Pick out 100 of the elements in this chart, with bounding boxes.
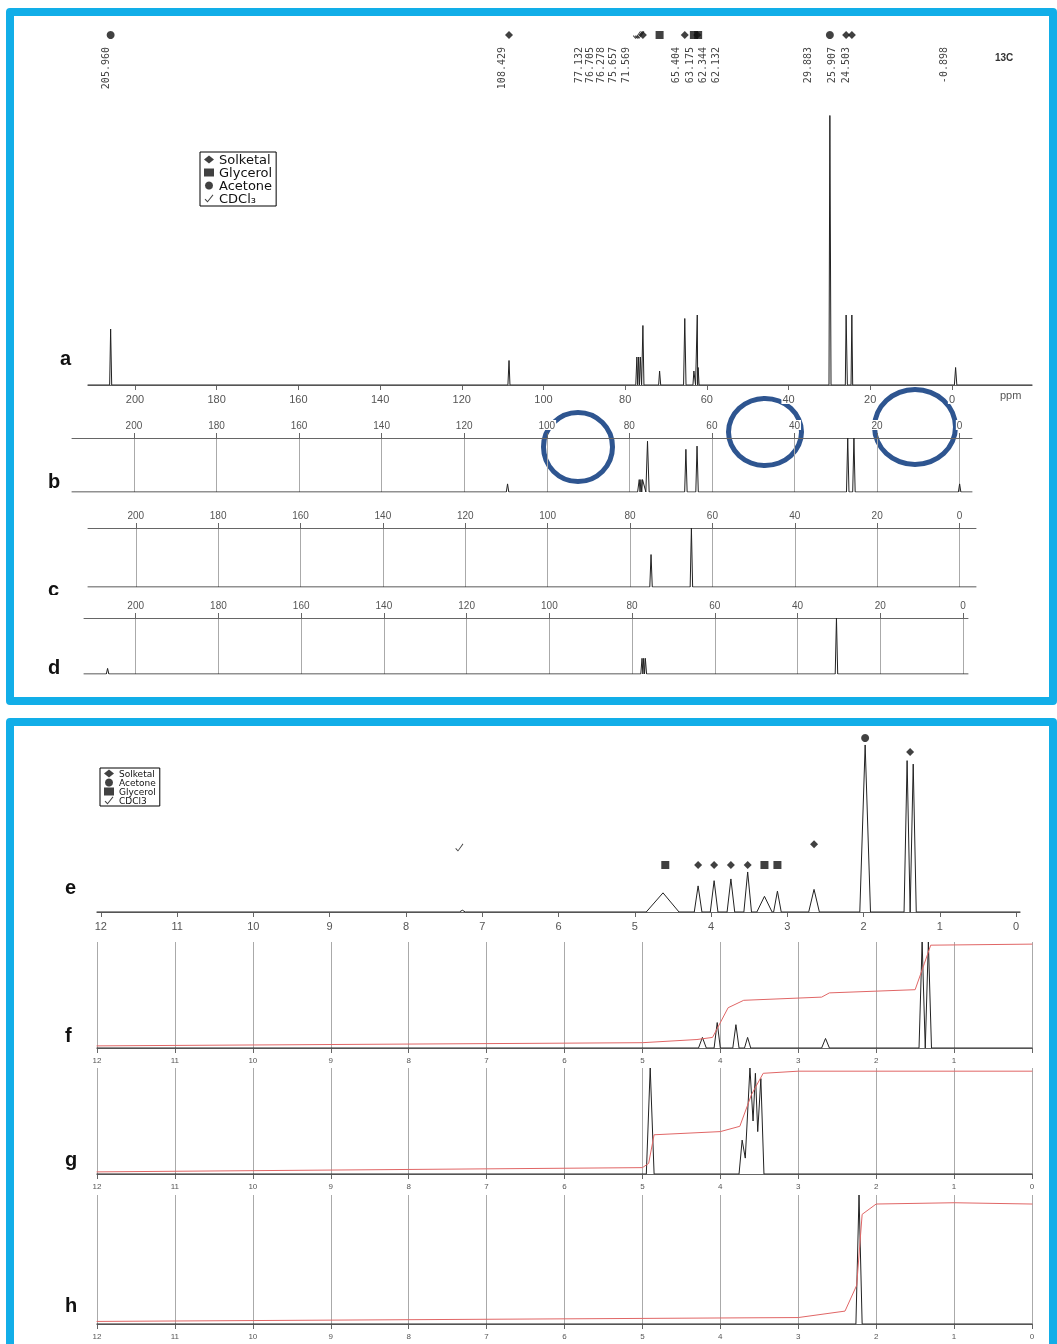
annotation: 13C <box>995 51 1014 63</box>
x-tick-label: 2 <box>873 1181 879 1191</box>
x-tick-label: 160 <box>292 509 310 521</box>
x-tick-label: 7 <box>484 1055 490 1065</box>
x-tick-label: 5 <box>631 919 638 932</box>
x-tick-label: 60 <box>706 419 718 431</box>
x-tick-label: 40 <box>789 509 801 521</box>
x-tick-label: 8 <box>402 919 409 932</box>
x-tick-label: 180 <box>210 599 228 611</box>
x-tick-label: 7 <box>484 1181 490 1191</box>
x-tick-label: 180 <box>208 419 226 431</box>
x-tick-label: 8 <box>406 1331 412 1341</box>
x-tick-label: 9 <box>328 1331 334 1341</box>
text: g <box>65 1148 78 1170</box>
annotation: 77.132 <box>572 47 584 84</box>
x-tick-label: 4 <box>718 1055 724 1065</box>
x-tick-label: 0 <box>956 509 963 521</box>
annotation: 76.705 <box>583 47 595 84</box>
x-tick-label: 6 <box>562 1181 568 1191</box>
x-tick-label: 11 <box>170 1181 180 1191</box>
x-tick-label: 140 <box>373 419 391 431</box>
annotation: 75.657 <box>606 47 618 84</box>
x-tick-label: 200 <box>127 599 145 611</box>
x-tick-label: 0 <box>960 599 967 611</box>
x-tick-label: 1 <box>936 919 943 932</box>
x-tick-label: 10 <box>248 1331 258 1341</box>
x-tick-label: 12 <box>92 1181 102 1191</box>
x-tick-label: 20 <box>871 419 884 431</box>
x-tick-label: 2 <box>873 1331 879 1341</box>
x-tick-label: 180 <box>209 509 227 521</box>
text: f <box>65 1024 72 1046</box>
x-tick-label: 12 <box>94 919 107 932</box>
x-tick-label: 100 <box>534 392 553 405</box>
legend-label: Glycerol <box>119 786 156 797</box>
x-tick-label: 3 <box>796 1331 802 1341</box>
x-tick-label: 200 <box>127 509 145 521</box>
legend-label: Acetone <box>119 777 157 788</box>
annotation: 24.503 <box>839 47 851 84</box>
x-tick-label: 11 <box>170 1055 180 1065</box>
x-tick-label: 40 <box>792 599 804 611</box>
legend-label: CDCl₃ <box>219 191 256 206</box>
x-tick-label: 0 <box>1029 1331 1035 1341</box>
x-tick-label: 120 <box>452 392 471 405</box>
x-tick-label: 160 <box>292 599 310 611</box>
x-tick-label: 100 <box>538 419 556 431</box>
x-tick-label: 80 <box>623 419 636 431</box>
x-tick-label: 6 <box>562 1055 568 1065</box>
x-tick-label: 11 <box>171 919 183 932</box>
x-tick-label: 1 <box>951 1055 957 1065</box>
x-tick-label: 40 <box>788 419 801 431</box>
x-tick-label: 0 <box>1029 1181 1035 1191</box>
annotation: 65.404 <box>669 47 681 84</box>
annotation: 205.960 <box>99 47 111 90</box>
x-tick-label: 160 <box>290 419 308 431</box>
x-tick-label: 200 <box>125 419 143 431</box>
text: e <box>65 876 77 898</box>
x-tick-label: 10 <box>247 919 260 932</box>
x-tick-label: 2 <box>860 919 867 932</box>
legend-label: Solketal <box>219 152 271 167</box>
x-tick-label: 120 <box>458 599 476 611</box>
x-tick-label: 9 <box>328 1055 334 1065</box>
x-tick-label: 60 <box>700 392 713 405</box>
annotation: 62.344 <box>696 47 708 84</box>
x-tick-label: 200 <box>125 392 145 405</box>
x-tick-label: 100 <box>539 509 557 521</box>
annotation: 76.278 <box>594 47 606 84</box>
x-tick-label: 10 <box>248 1055 258 1065</box>
x-tick-label: 100 <box>541 599 559 611</box>
x-tick-label: 0 <box>956 419 963 431</box>
x-tick-label: 4 <box>718 1181 724 1191</box>
x-axis-title: ppm <box>1000 388 1022 401</box>
x-tick-label: 180 <box>207 392 226 405</box>
x-tick-label: 0 <box>1013 919 1020 932</box>
text: d <box>48 656 61 678</box>
x-tick-label: 160 <box>289 392 308 405</box>
x-tick-label: 4 <box>708 919 715 932</box>
annotation: 63.175 <box>683 47 695 84</box>
x-tick-label: 3 <box>784 919 791 932</box>
legend-label: Glycerol <box>219 165 273 180</box>
x-tick-label: 140 <box>374 509 392 521</box>
annotation: 29.883 <box>801 47 813 84</box>
annotation: -0.898 <box>937 47 949 84</box>
legend-label: Acetone <box>219 178 273 193</box>
x-tick-label: 6 <box>555 919 562 932</box>
x-tick-label: 3 <box>796 1055 802 1065</box>
annotation: 108.429 <box>495 47 507 90</box>
x-tick-label: 80 <box>624 509 637 521</box>
x-tick-label: 20 <box>864 392 877 405</box>
annotation: 71.569 <box>619 47 631 84</box>
x-tick-label: 12 <box>92 1055 102 1065</box>
x-tick-label: 5 <box>640 1055 646 1065</box>
x-tick-label: 4 <box>718 1331 724 1341</box>
x-tick-label: 11 <box>170 1331 180 1341</box>
annotation: 25.907 <box>825 47 837 84</box>
x-tick-label: 20 <box>874 599 887 611</box>
x-tick-label: 9 <box>328 1181 334 1191</box>
x-tick-label: 80 <box>619 392 632 405</box>
text: a <box>60 347 72 369</box>
x-tick-label: 80 <box>626 599 639 611</box>
x-tick-label: 120 <box>456 509 475 521</box>
